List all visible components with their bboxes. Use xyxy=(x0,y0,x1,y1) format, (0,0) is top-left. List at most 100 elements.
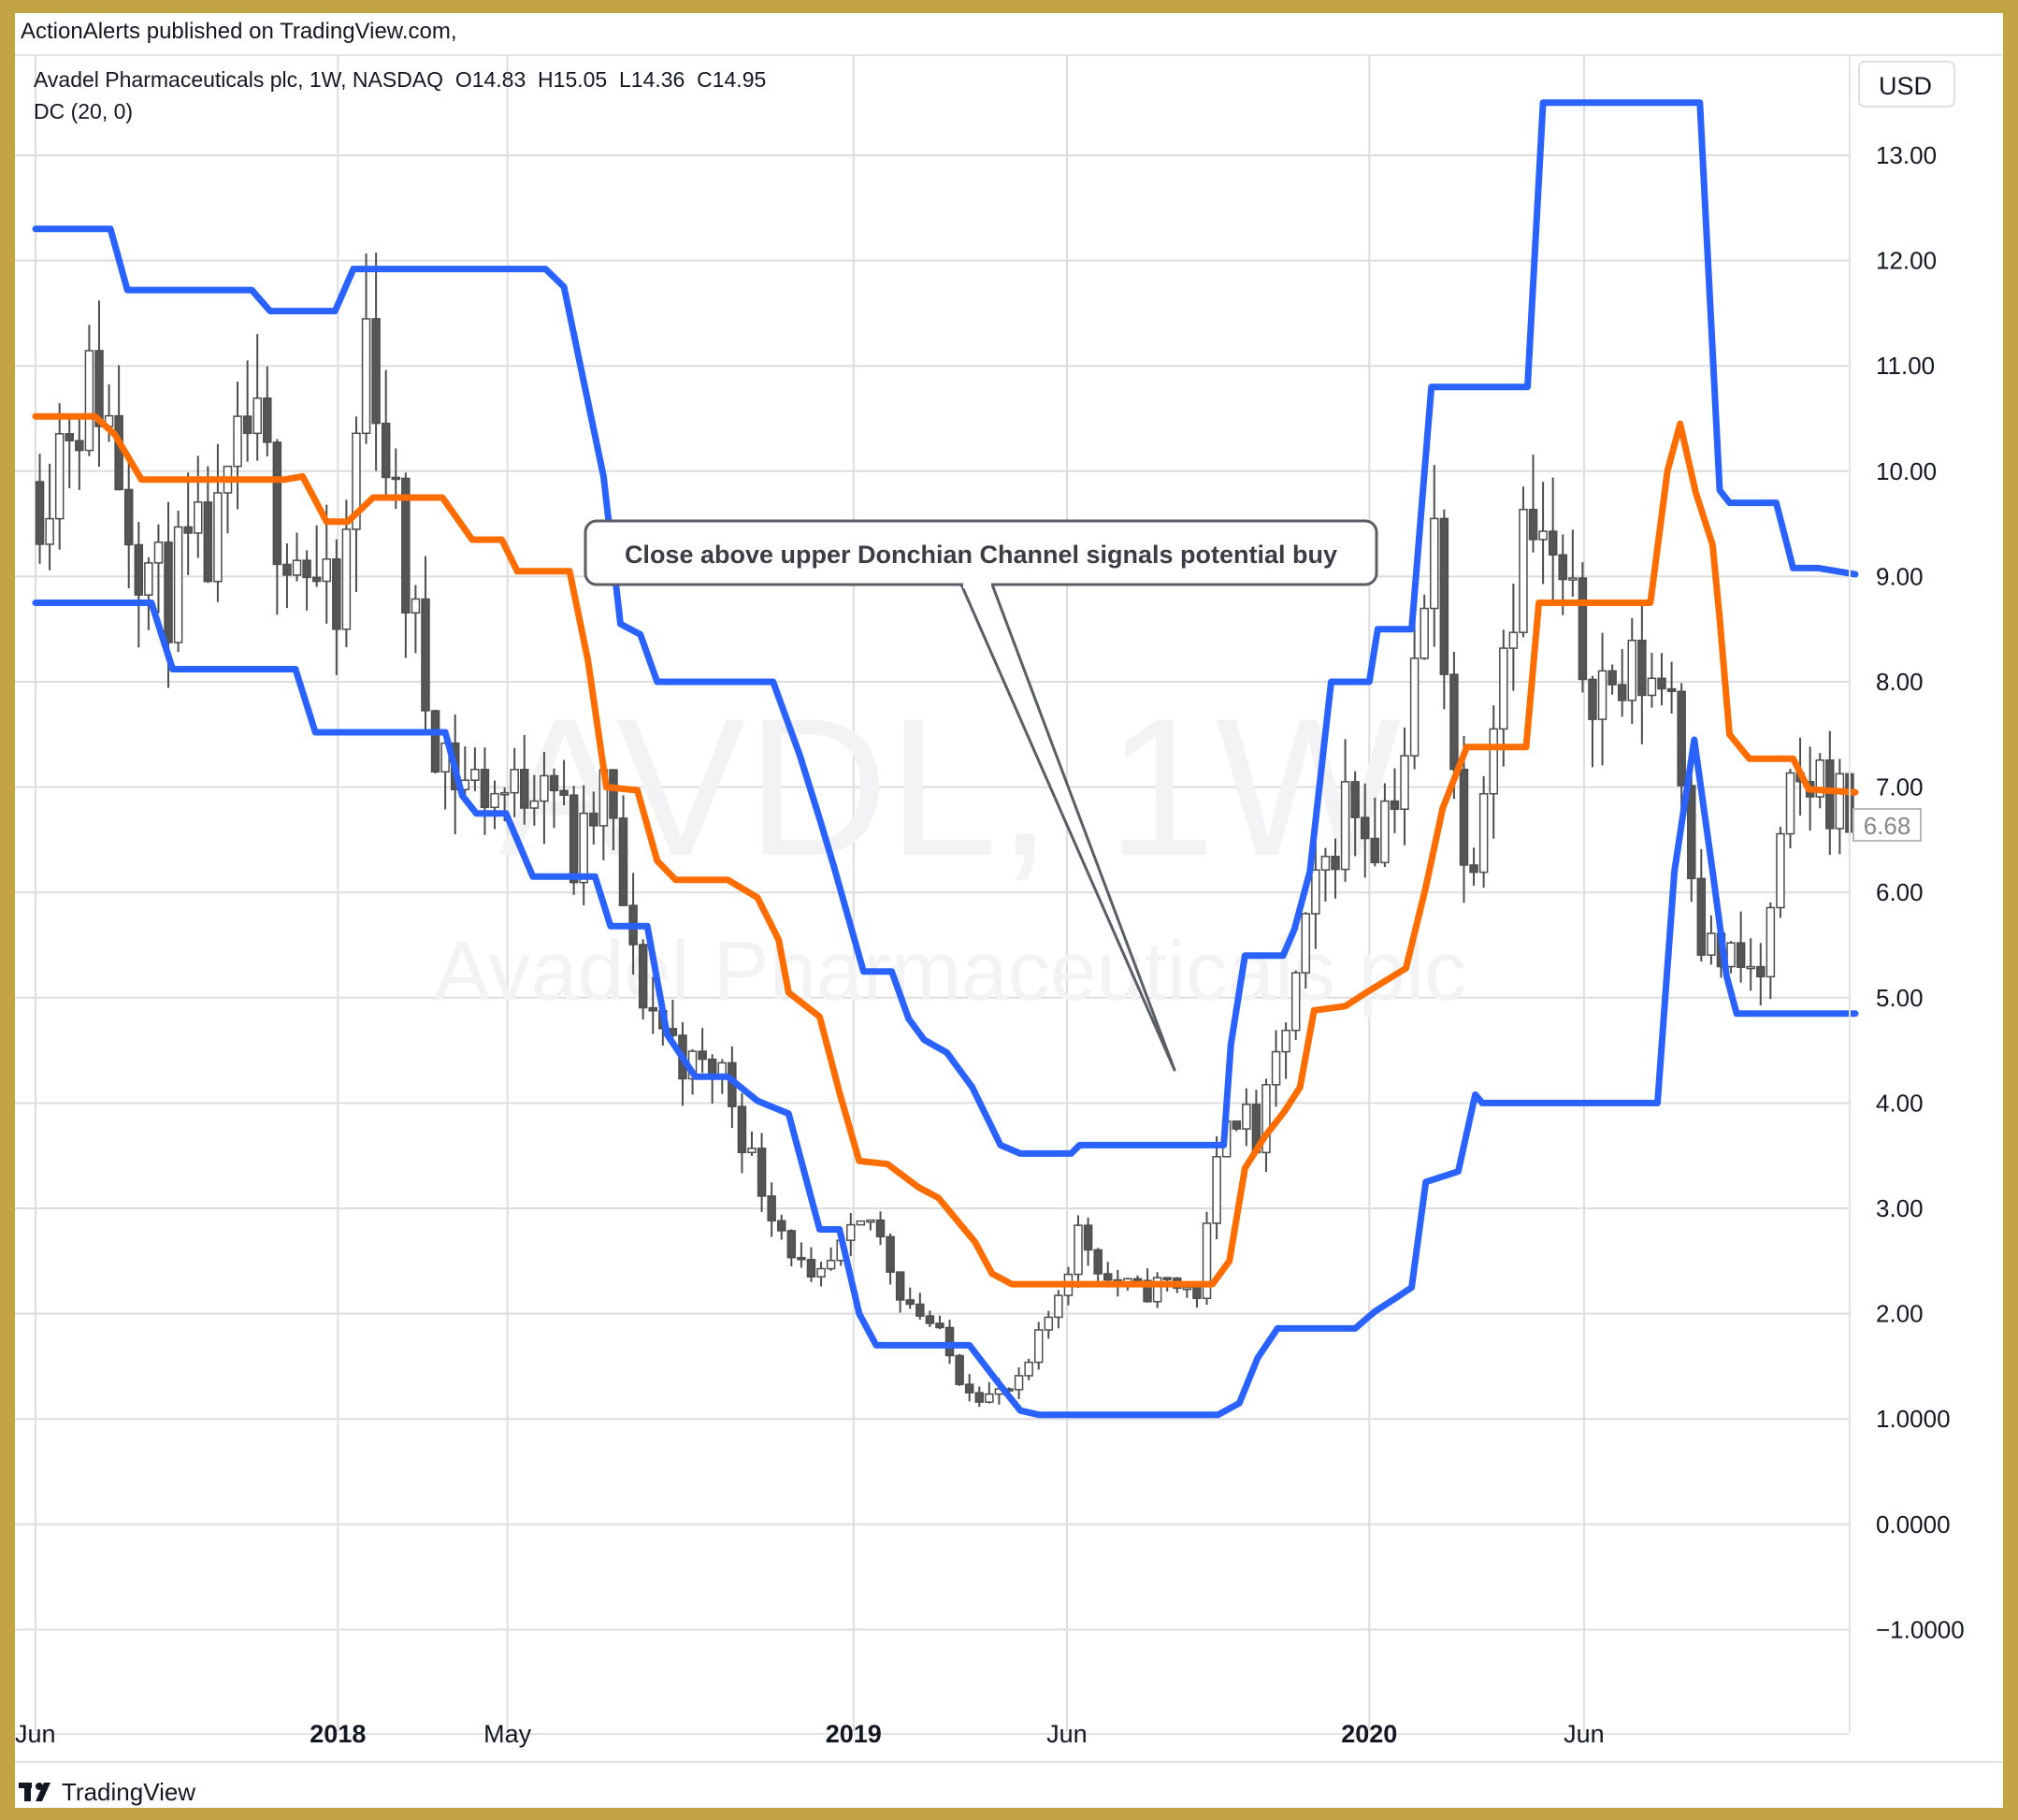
instrument-legend[interactable]: Avadel Pharmaceuticals plc, 1W, NASDAQ O… xyxy=(34,67,766,92)
y-tick-label: 2.00 xyxy=(1876,1300,1924,1328)
y-tick-label: 3.00 xyxy=(1876,1194,1924,1222)
candle-body xyxy=(1232,1120,1241,1130)
y-tick-label: 0.0000 xyxy=(1876,1510,1951,1538)
candle-body xyxy=(1320,855,1331,871)
candle-body xyxy=(974,1392,985,1403)
candle-body xyxy=(1766,906,1776,978)
candle-body xyxy=(1835,773,1845,830)
x-tick-label: 2019 xyxy=(826,1720,882,1748)
candle-body xyxy=(1281,1029,1290,1053)
candle-body xyxy=(1054,1294,1063,1319)
candle-body xyxy=(1558,554,1567,581)
candle-body xyxy=(579,812,588,884)
candle-body xyxy=(371,318,381,425)
candle-body xyxy=(401,477,411,614)
tradingview-logo-icon[interactable] xyxy=(19,1783,50,1801)
candle-body xyxy=(164,542,173,643)
candle-body xyxy=(1074,1224,1083,1276)
candle-body xyxy=(1182,1286,1192,1291)
candle-body xyxy=(114,414,123,491)
watermark-name: Avadel Pharmaceuticals plc xyxy=(434,925,1466,1018)
candle-body xyxy=(361,318,371,435)
upper-band-line xyxy=(32,99,1859,1157)
candle-body xyxy=(1331,855,1340,871)
candle-body xyxy=(1815,759,1824,798)
candle-body xyxy=(1508,631,1519,649)
callout-arrow-joint xyxy=(963,580,991,588)
candle-body xyxy=(540,774,549,802)
candle-body xyxy=(1519,508,1528,633)
candle-body xyxy=(1261,1084,1271,1154)
candle-body xyxy=(856,1220,866,1226)
candle-body xyxy=(1478,792,1489,874)
candle-body xyxy=(797,1256,806,1261)
candle-body xyxy=(816,1267,826,1278)
candle-body xyxy=(895,1271,905,1301)
candle-body xyxy=(1776,832,1785,909)
candle-body xyxy=(609,769,618,819)
candle-body xyxy=(846,1223,856,1241)
candle-body xyxy=(54,433,65,520)
candle-body xyxy=(1647,677,1657,697)
candle-body xyxy=(1380,800,1390,864)
candle-body xyxy=(1083,1224,1093,1251)
y-tick-label: 13.00 xyxy=(1876,141,1937,169)
candle-body xyxy=(1271,1050,1281,1086)
candle-body xyxy=(282,563,292,576)
x-tick-label: May xyxy=(483,1720,532,1748)
candle-body xyxy=(1192,1286,1202,1299)
y-tick-label: 9.00 xyxy=(1876,562,1924,590)
candle-body xyxy=(499,791,510,796)
chart-svg[interactable]: AVDL, 1W Avadel Pharmaceuticals plc Clos… xyxy=(15,13,2003,1808)
candle-body xyxy=(1578,577,1588,681)
candle-body xyxy=(144,562,153,596)
candle-body xyxy=(935,1322,944,1329)
candle-body xyxy=(1538,530,1548,541)
currency-badge[interactable] xyxy=(1858,61,1955,108)
annotation-text: Close above upper Donchian Channel signa… xyxy=(625,541,1337,569)
candle-body xyxy=(332,558,341,630)
candle-body xyxy=(1132,1278,1143,1282)
candle-body xyxy=(1756,965,1766,978)
candle-body xyxy=(559,789,569,796)
price-axis[interactable]: 13.00 12.00 11.00 10.00 9.00 8.00 7.00 6.00 5.00… xyxy=(1876,141,1965,1643)
basis-line xyxy=(32,412,1859,1288)
candle-body xyxy=(1143,1279,1152,1303)
y-tick-label: 7.00 xyxy=(1876,773,1924,802)
candle-body xyxy=(786,1230,797,1259)
candle-body xyxy=(213,492,223,583)
candle-body xyxy=(381,422,391,479)
candle-body xyxy=(480,768,490,809)
candle-body xyxy=(35,481,45,545)
candle-body xyxy=(698,1050,707,1061)
candle-body xyxy=(569,794,579,884)
x-tick-label: Jun xyxy=(1564,1720,1605,1748)
candle-body xyxy=(1033,1329,1044,1364)
candle-body xyxy=(1548,530,1558,556)
candle-body xyxy=(94,350,104,427)
y-tick-label: 1.0000 xyxy=(1876,1405,1951,1433)
indicator-legend[interactable]: DC (20, 0) xyxy=(34,99,133,123)
candle-body xyxy=(1637,639,1647,697)
candle-body xyxy=(302,559,311,579)
y-tick-label: 11.00 xyxy=(1876,352,1935,380)
candle-body xyxy=(233,415,242,468)
annotation: Close above upper Donchian Channel signa… xyxy=(584,519,1378,1072)
x-tick-label: 2018 xyxy=(310,1720,366,1748)
candle-body xyxy=(65,433,75,441)
candle-body xyxy=(1439,517,1449,675)
candle-body xyxy=(1785,772,1795,835)
candle-body xyxy=(875,1219,886,1238)
candle-body xyxy=(123,488,134,546)
time-axis[interactable]: Jun 2018 May 2019 Jun 2020 Jun xyxy=(15,1720,1605,1748)
published-by-text: ActionAlerts published on TradingView.co… xyxy=(21,19,457,44)
footer-brand[interactable]: TradingView xyxy=(62,1778,195,1806)
y-tick-label: 4.00 xyxy=(1876,1089,1924,1117)
candle-body xyxy=(737,1105,747,1154)
candle-body xyxy=(1469,864,1478,874)
candle-body xyxy=(1588,678,1597,720)
candle-body xyxy=(747,1148,757,1154)
callout-arrow-icon xyxy=(959,584,1176,1072)
candle-body xyxy=(1617,684,1627,701)
x-tick-label: 2020 xyxy=(1341,1720,1397,1748)
